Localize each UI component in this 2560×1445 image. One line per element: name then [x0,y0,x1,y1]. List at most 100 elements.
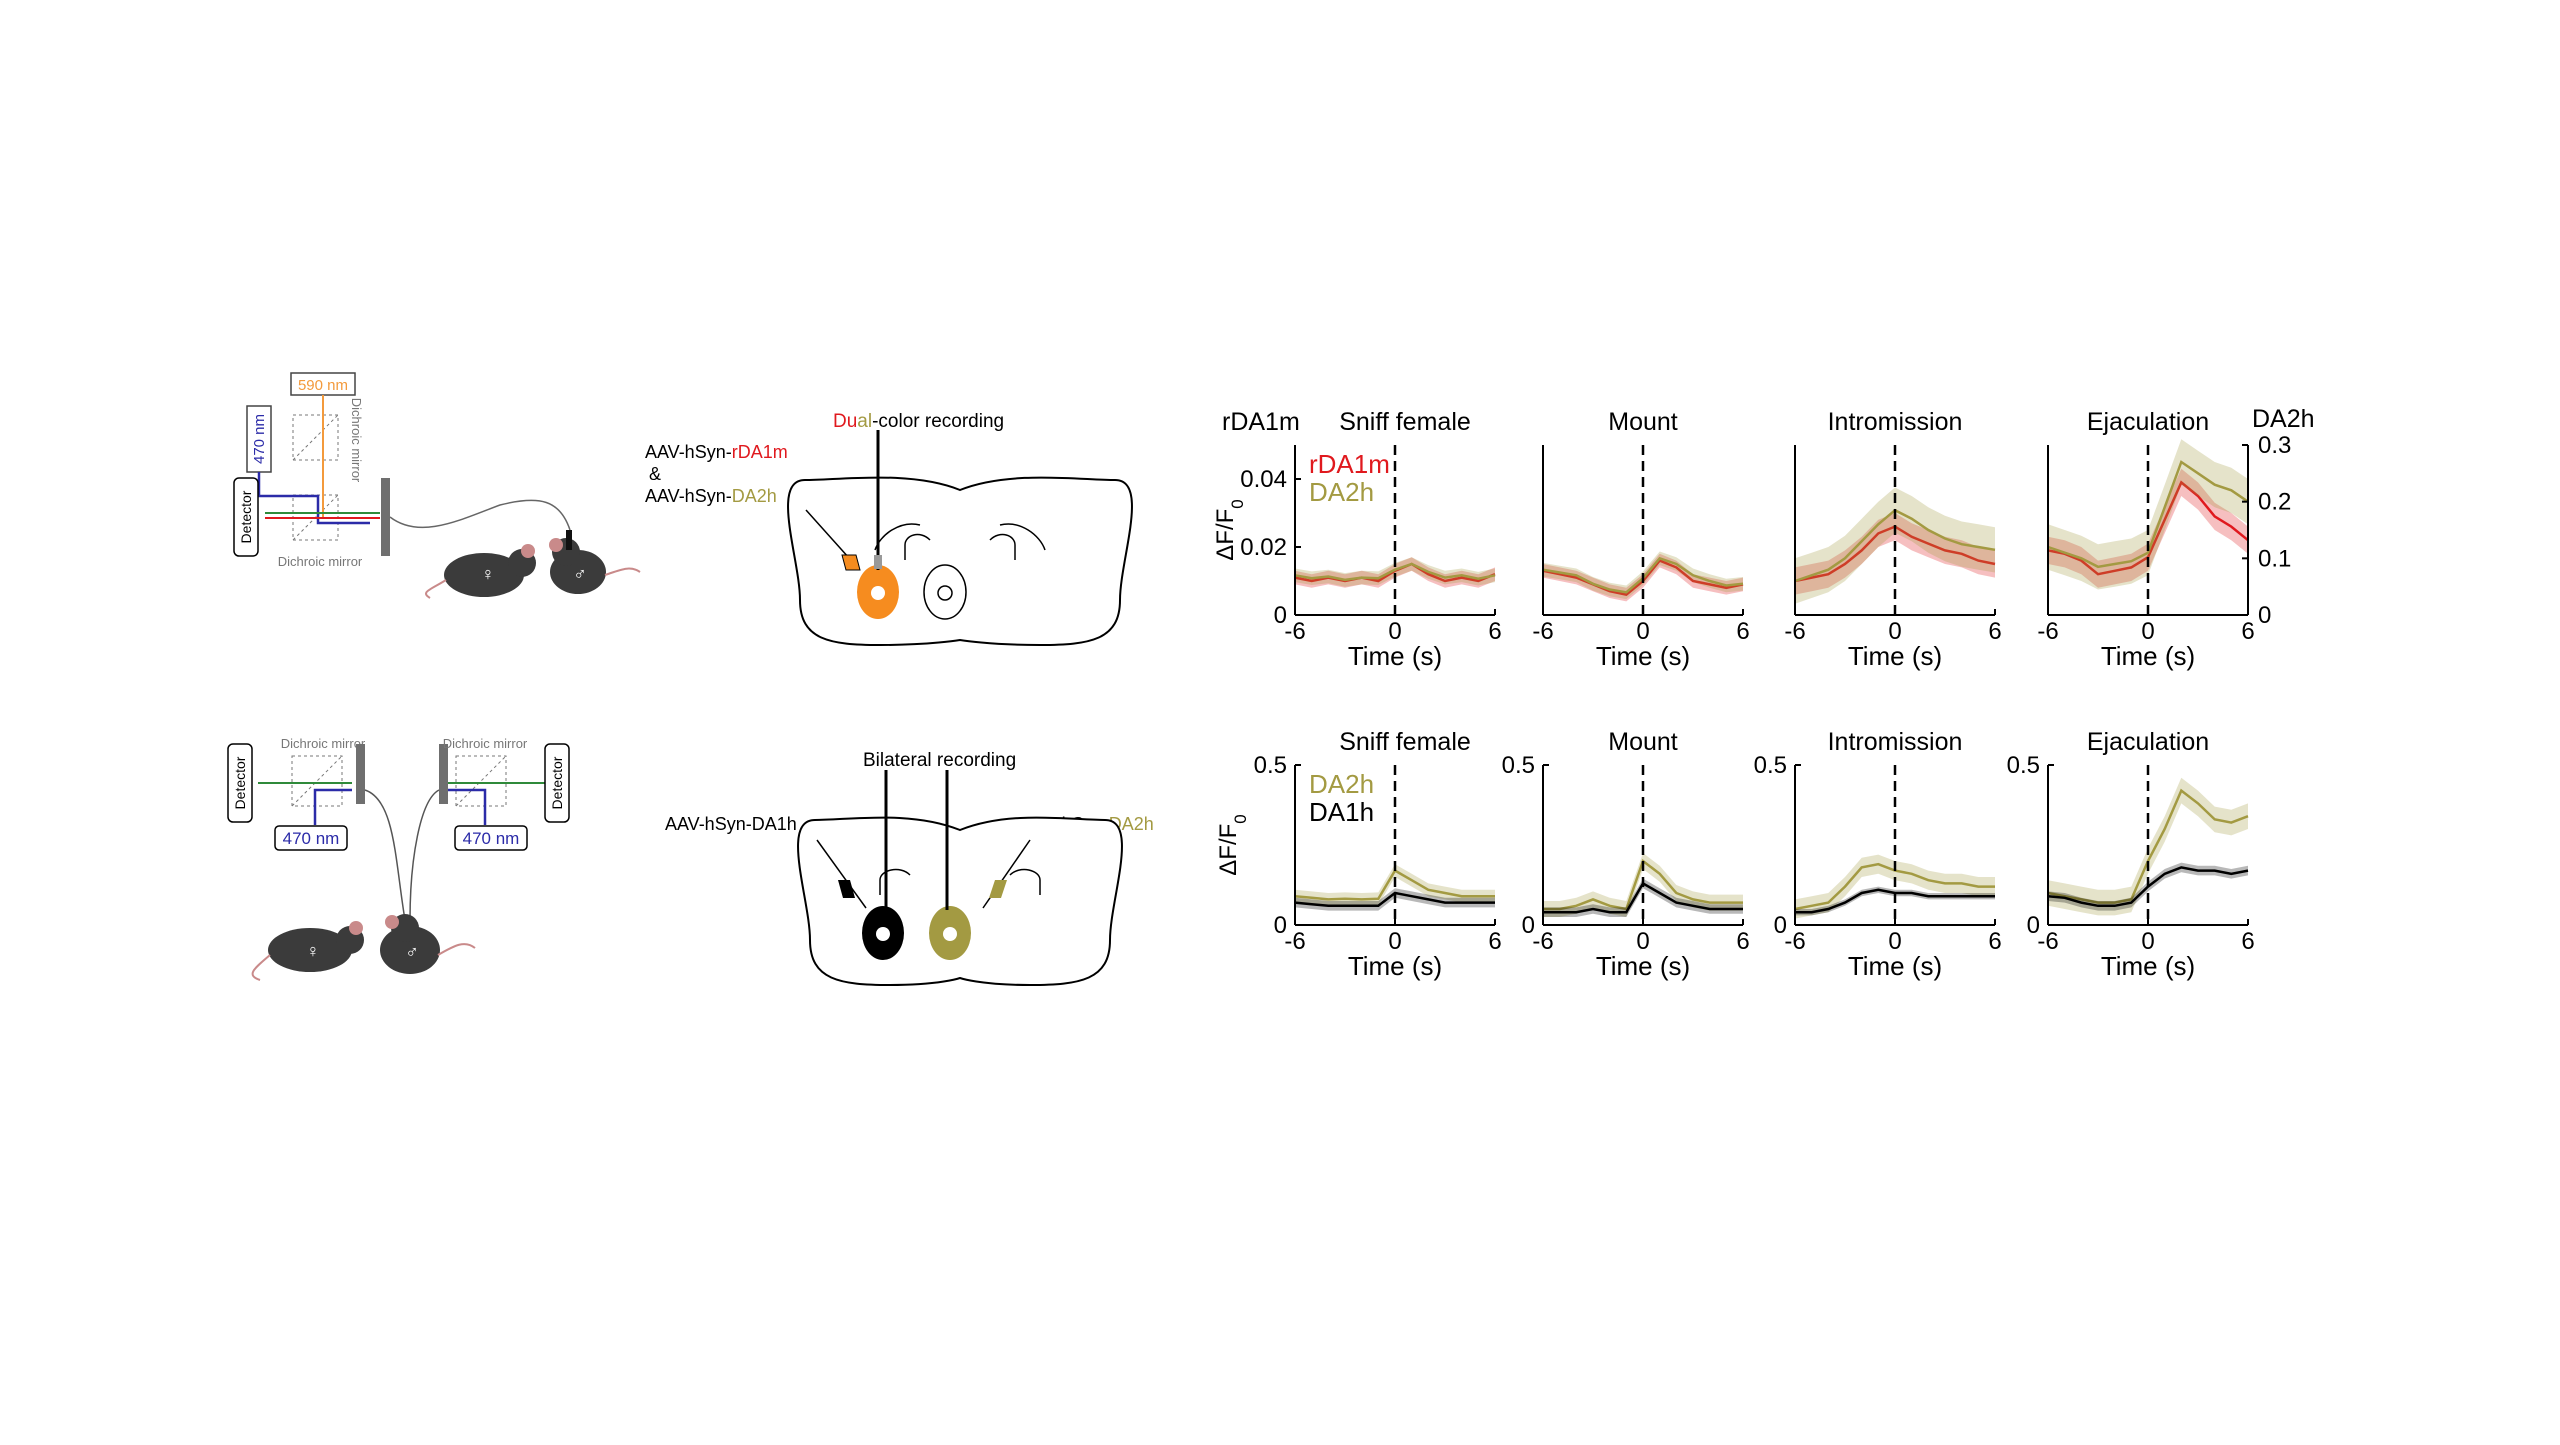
brain-bottom-title: Bilateral recording [863,750,1016,771]
optical-setup-top: 590 nm 470 nm Dichroic mirror Dichroic m… [233,372,641,599]
panel-title: Ejaculation [2087,728,2209,756]
fiber-port-left [356,744,365,804]
female-symbol: ♀ [481,564,495,584]
detector-label: Detector [238,490,254,543]
sem-band-DA2h [2048,439,2248,590]
mouse-male-icon-bottom: ♂ [380,914,476,974]
series-line-DA2h [1294,562,1496,582]
y-axis-label-group: ΔF/F0 [1215,814,1250,876]
laser-590-label: 590 nm [298,377,348,394]
x-tick-label: 6 [1488,928,1501,955]
fiber-cable [389,499,571,531]
mouse-male-icon: ♂ [549,530,641,594]
sem-band-DA2h [1295,864,1495,906]
x-tick-label: 0 [1388,618,1401,645]
legend-entry: DA2h [1309,769,1374,799]
x-axis-label: Time (s) [1348,641,1442,671]
laser-470-box [246,405,272,473]
right-y-tick-label: 0.3 [2258,432,2291,459]
x-tick-label: -6 [2037,928,2058,955]
virus1-label: AAV-hSyn-rDA1m [645,442,788,462]
detector-box [233,477,259,557]
brain-diagram-bottom: Bilateral recording AAV-hSyn-DA1h AAV-hS… [665,750,1154,987]
x-tick-label: -6 [1532,928,1553,955]
mouse-female-icon: ♀ [425,544,536,599]
panel-title: Intromission [1828,728,1963,756]
legend-entry: DA2h [1309,477,1374,507]
detector-left-label: Detector [232,756,248,809]
x-tick-label: 0 [2141,618,2154,645]
brain-top-title: Dual-color recording [833,411,1004,432]
virus2-label: AAV-hSyn-DA2h [645,486,777,506]
laser-left-box [274,825,348,851]
y-tick-label: 0.04 [1240,466,1287,493]
x-tick-label: 6 [1988,618,2001,645]
right-y-tick-label: 0.2 [2258,489,2291,516]
y-axis-label: ΔF/F0 [1215,814,1250,876]
laser-right-box [454,825,528,851]
y-tick-label: 0.5 [2007,752,2040,779]
left-axis-title: rDA1m [1222,408,1300,436]
mouse-female-icon-bottom: ♀ [251,921,364,981]
fiber-port [381,478,390,556]
x-tick-label: 6 [1736,618,1749,645]
y-tick-label: 0 [1274,602,1287,629]
x-tick-label: -6 [1284,618,1305,645]
detector-right-label: Detector [549,756,565,809]
panel-title: Sniff female [1339,728,1471,756]
fiber-cable-left [364,789,406,921]
optical-setup-bottom: Detector Dichroic mirror 470 nm Dichroic… [227,736,570,981]
dichroic-cube-upper [292,414,339,461]
x-tick-label: 6 [1988,928,2001,955]
panel-title: Mount [1608,408,1678,436]
male-symbol-bottom: ♂ [405,942,419,962]
x-tick-label: 0 [1888,928,1901,955]
brain-outline [787,476,1133,647]
male-symbol: ♂ [573,564,587,584]
y-tick-label: 0.5 [1754,752,1787,779]
right-axis-title: DA2h [2252,405,2315,433]
chart-panel-top-3: Intromission -6 0 6 Time (s) [1784,408,2001,671]
x-axis-label: Time (s) [1848,641,1942,671]
x-tick-label: 6 [2241,618,2254,645]
x-tick-label: 0 [1636,618,1649,645]
x-tick-label: -6 [1784,618,1805,645]
blue-beam-right [448,788,487,825]
x-axis-label: Time (s) [1348,951,1442,981]
right-y-tick-label: 0.1 [2258,545,2291,572]
x-tick-label: 0 [1636,928,1649,955]
y-tick-label: 0 [1274,912,1287,939]
dichroic-left-cube [291,755,343,807]
sem-band-DA1h [1795,886,1995,916]
y-tick-label: 0 [2027,912,2040,939]
dichroic-label-vertical: Dichroic mirror [349,398,364,483]
sem-band-DA2h [2048,777,2248,916]
series-line-DA2h [2047,460,2249,569]
panel-title: Mount [1608,728,1678,756]
x-tick-label: 0 [2141,928,2154,955]
x-tick-label: -6 [1532,618,1553,645]
panel-title: Sniff female [1339,408,1471,436]
sem-band-rDA1m [2048,468,2248,588]
x-axis-label: Time (s) [2101,641,2195,671]
panel-title: Ejaculation [2087,408,2209,436]
x-axis-label: Time (s) [1596,641,1690,671]
x-tick-label: 0 [1888,618,1901,645]
x-tick-label: -6 [2037,618,2058,645]
dichroic-label-bottom: Dichroic mirror [278,554,363,569]
panel-title: Intromission [1828,408,1963,436]
laser-right-label: 470 nm [463,829,520,848]
y-tick-label: 0.5 [1502,752,1535,779]
laser-470-label: 470 nm [251,414,268,464]
blue-beam-left [313,788,352,825]
laser-left-label: 470 nm [283,829,340,848]
sem-band-rDA1m [1795,513,1995,595]
